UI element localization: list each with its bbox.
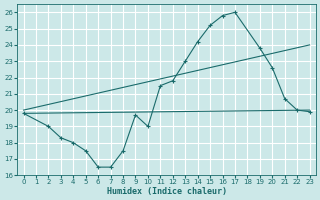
X-axis label: Humidex (Indice chaleur): Humidex (Indice chaleur) <box>107 187 227 196</box>
